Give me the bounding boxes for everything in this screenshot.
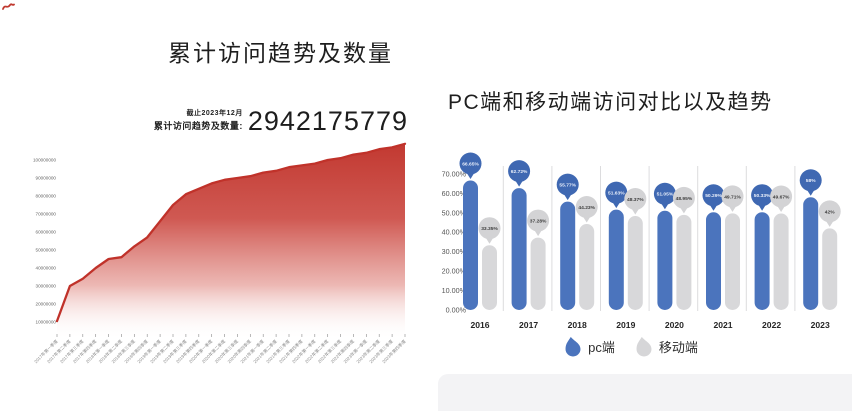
stat-block: 截止2023年12月 累计访问趋势及数量: 2942175779 [150,108,408,135]
svg-text:48.37%: 48.37% [627,197,644,203]
corner-mark-icon [2,3,15,10]
svg-text:40000000: 40000000 [36,266,57,271]
legend-label-pc: pc端 [588,340,615,355]
svg-text:44.23%: 44.23% [578,205,595,211]
svg-text:49.67%: 49.67% [773,194,790,200]
right-chart-title: PC端和移动端访问对比以及趋势 [448,91,773,114]
svg-text:2021: 2021 [713,320,732,330]
svg-text:90000000: 90000000 [36,176,57,181]
svg-text:2022: 2022 [762,320,781,330]
svg-text:80000000: 80000000 [36,194,57,199]
svg-text:30000000: 30000000 [36,284,57,289]
legend-item-pc: pc端 [564,336,615,357]
svg-text:40.00%: 40.00% [442,228,467,237]
svg-text:50.29%: 50.29% [705,193,722,199]
svg-text:2016: 2016 [470,320,489,330]
svg-text:62.72%: 62.72% [511,169,528,175]
svg-text:100000000: 100000000 [33,158,56,163]
svg-text:58%: 58% [806,178,816,184]
svg-text:20000000: 20000000 [36,302,57,307]
svg-text:70000000: 70000000 [36,212,57,217]
svg-text:10.00%: 10.00% [442,286,467,295]
svg-text:10000000: 10000000 [36,320,57,325]
stat-value: 2942175779 [247,106,408,136]
mobile-drop-icon [636,336,652,357]
svg-text:42%: 42% [825,209,835,215]
stat-label: 累计访问趋势及数量: [153,121,243,131]
svg-text:48.95%: 48.95% [676,196,693,202]
stat-labels: 截止2023年12月 累计访问趋势及数量: [154,108,243,135]
svg-text:30.00%: 30.00% [442,247,467,256]
svg-text:20.00%: 20.00% [442,267,467,276]
svg-text:2018: 2018 [568,320,587,330]
svg-text:51.05%: 51.05% [657,192,674,198]
legend: pc端 移动端 [426,336,836,357]
area-chart: 10000000 20000000 30000000 40000000 50000000… [33,142,408,365]
bar-chart: 0.00% 10.00% 20.00% 30.00% 40.00% 50.00% 60.00… [442,152,841,330]
svg-text:2023: 2023 [811,320,830,330]
background-strip [438,374,852,411]
svg-text:50000000: 50000000 [36,248,57,253]
left-chart-title: 累计访问趋势及数量 [168,40,393,66]
pc-drop-icon [565,336,581,357]
svg-text:70.00%: 70.00% [442,169,467,178]
legend-label-mobile: 移动端 [658,340,698,355]
svg-text:37.28%: 37.28% [530,218,547,224]
svg-text:2019: 2019 [616,320,635,330]
svg-text:60000000: 60000000 [36,230,57,235]
legend-item-mobile: 移动端 [635,336,698,357]
svg-text:49.71%: 49.71% [724,194,741,200]
svg-text:60.00%: 60.00% [442,189,467,198]
svg-text:33.35%: 33.35% [481,226,498,232]
svg-text:50.00%: 50.00% [442,208,467,217]
svg-text:50.33%: 50.33% [754,193,771,199]
svg-text:2020: 2020 [665,320,684,330]
svg-text:0.00%: 0.00% [446,305,467,314]
svg-text:55.77%: 55.77% [559,183,576,189]
svg-text:66.65%: 66.65% [462,161,479,167]
svg-text:51.63%: 51.63% [608,191,625,197]
stat-caption: 截止2023年12月 [186,110,243,117]
svg-text:2017: 2017 [519,320,538,330]
